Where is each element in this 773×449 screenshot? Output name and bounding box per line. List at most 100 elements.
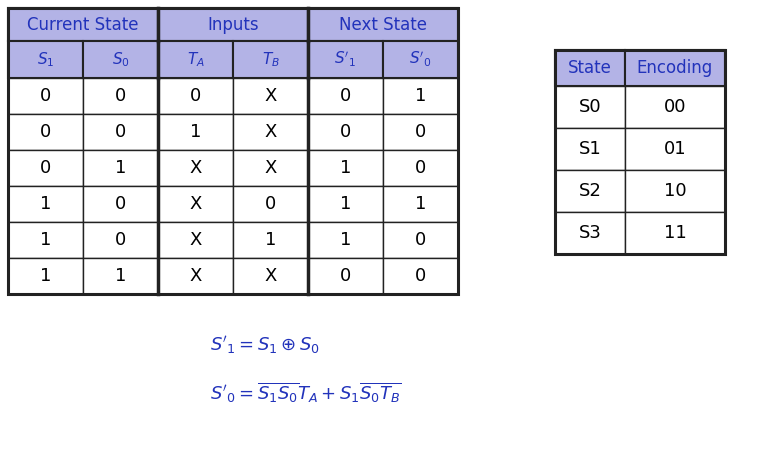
Bar [233,186,308,222]
Bar [233,78,308,114]
Text: 0: 0 [340,267,351,285]
Text: 0: 0 [115,87,126,105]
Bar [308,186,383,222]
Text: 1: 1 [190,123,201,141]
Bar [233,150,308,186]
Bar [83,78,158,114]
Bar [233,114,308,150]
Text: 0: 0 [40,159,51,177]
Bar [158,258,233,294]
Text: State: State [568,59,612,77]
Text: 11: 11 [664,224,686,242]
Text: $S_1$: $S_1$ [37,50,54,69]
Text: 0: 0 [190,87,201,105]
Bar [383,150,458,186]
Text: 0: 0 [415,123,426,141]
Text: $S_0$: $S_0$ [111,50,129,69]
Bar [555,50,625,86]
Text: S1: S1 [579,140,601,158]
Bar [308,78,383,114]
Bar [383,41,458,78]
Text: S3: S3 [578,224,601,242]
Bar [158,150,233,186]
Bar [555,50,725,254]
Bar [8,41,83,78]
Text: 0: 0 [415,159,426,177]
Text: $S'_1$: $S'_1$ [335,50,356,69]
Bar [83,150,158,186]
Bar [8,8,458,294]
Bar [383,258,458,294]
Text: S0: S0 [579,98,601,116]
Text: 0: 0 [340,123,351,141]
Text: 0: 0 [115,123,126,141]
Bar [8,186,83,222]
Text: X: X [264,87,277,105]
Bar [83,222,158,258]
Text: X: X [189,195,202,213]
Bar [308,8,458,41]
Text: 0: 0 [40,123,51,141]
Bar [8,258,83,294]
Bar [83,41,158,78]
Text: 0: 0 [115,231,126,249]
Text: S2: S2 [578,182,601,200]
Text: 1: 1 [115,267,126,285]
Text: 0: 0 [415,231,426,249]
Bar [625,212,725,254]
Text: 1: 1 [40,231,51,249]
Text: 1: 1 [40,267,51,285]
Bar [625,128,725,170]
Bar [625,86,725,128]
Text: 01: 01 [664,140,686,158]
Text: $T_B$: $T_B$ [261,50,280,69]
Text: X: X [264,267,277,285]
Text: 1: 1 [115,159,126,177]
Text: 1: 1 [415,195,426,213]
Text: X: X [264,123,277,141]
Text: 1: 1 [340,231,351,249]
Bar [8,114,83,150]
Bar [308,258,383,294]
Text: X: X [264,159,277,177]
Bar [308,222,383,258]
Bar [8,150,83,186]
Text: X: X [189,159,202,177]
Bar [8,78,83,114]
Bar [625,170,725,212]
Text: X: X [189,267,202,285]
Text: 10: 10 [664,182,686,200]
Bar [158,41,233,78]
Text: $S'_1 = S_1 \oplus S_0$: $S'_1 = S_1 \oplus S_0$ [210,334,320,356]
Text: 1: 1 [415,87,426,105]
Text: Encoding: Encoding [637,59,713,77]
Text: $S'_0$: $S'_0$ [409,50,432,69]
Text: 0: 0 [115,195,126,213]
Bar [233,41,308,78]
Bar [555,86,625,128]
Text: 0: 0 [340,87,351,105]
Bar [158,114,233,150]
Text: Current State: Current State [27,16,138,34]
Bar [158,186,233,222]
Text: $S'_0 = \overline{S_1}\overline{S_0}T_A + S_1\overline{S_0}\overline{T_B}$: $S'_0 = \overline{S_1}\overline{S_0}T_A … [210,381,401,405]
Text: 0: 0 [415,267,426,285]
Text: 1: 1 [265,231,276,249]
Bar [625,50,725,86]
Text: 0: 0 [265,195,276,213]
Bar [233,258,308,294]
Text: X: X [189,231,202,249]
Bar [383,114,458,150]
Text: 1: 1 [40,195,51,213]
Bar [555,128,625,170]
Bar [308,114,383,150]
Bar [158,8,308,41]
Bar [383,78,458,114]
Bar [83,186,158,222]
Text: Next State: Next State [339,16,427,34]
Bar [233,222,308,258]
Text: 0: 0 [40,87,51,105]
Text: 1: 1 [340,195,351,213]
Bar [308,41,383,78]
Bar [83,114,158,150]
